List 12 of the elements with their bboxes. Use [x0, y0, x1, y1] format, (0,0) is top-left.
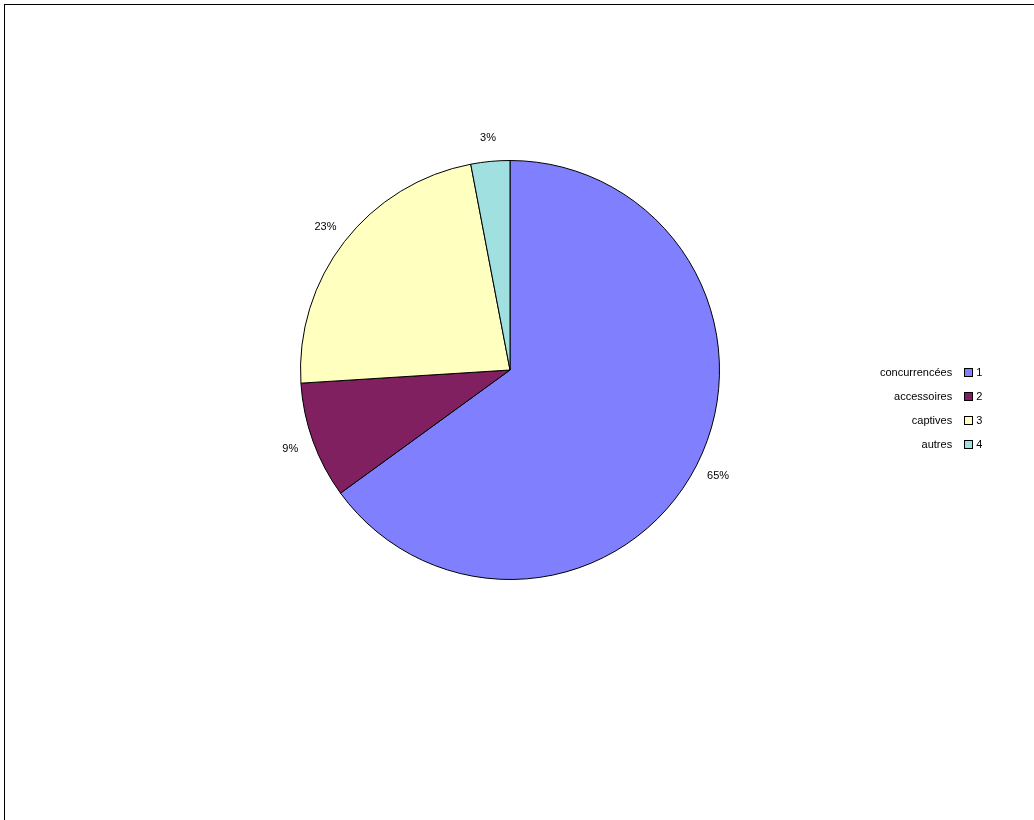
legend-label: 2: [976, 390, 984, 402]
data-label: 65%: [707, 469, 730, 482]
legend-label: 3: [976, 414, 984, 426]
text: autres: [921, 438, 953, 450]
text: accessoires: [894, 390, 953, 402]
text: captives: [911, 414, 953, 426]
data-label: 23%: [314, 219, 337, 232]
text: concurrencées: [880, 366, 953, 378]
legend-label: 4: [976, 438, 984, 450]
data-label: 9%: [282, 442, 299, 455]
data-label: 3%: [480, 130, 497, 143]
legend-label: 1: [976, 366, 984, 378]
